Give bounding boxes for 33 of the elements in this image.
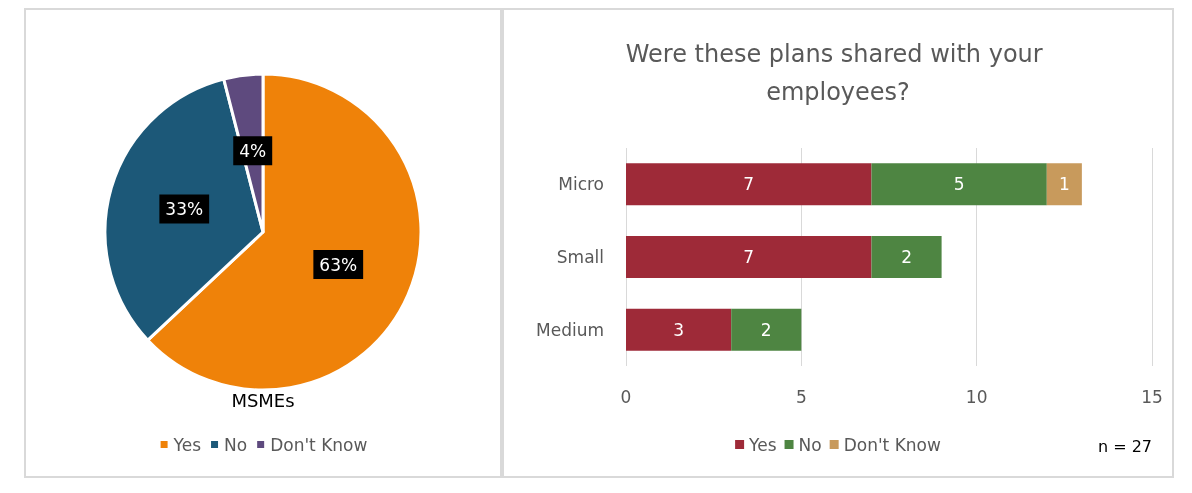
- data-label: 33%: [165, 199, 204, 220]
- bar: [871, 236, 942, 278]
- y-tick-label: Small: [556, 247, 604, 267]
- bar: [626, 308, 732, 351]
- data-label: 2: [901, 247, 912, 267]
- data-label: 4%: [239, 140, 267, 161]
- bar: [1046, 163, 1082, 206]
- x-tick-label: 15: [1141, 386, 1163, 407]
- data-label: 1: [1058, 174, 1070, 195]
- bar: [626, 163, 872, 206]
- data-label: 3: [673, 319, 685, 340]
- x-tick-label: 10: [965, 386, 988, 407]
- data-label: 63%: [319, 254, 358, 275]
- legend-label: Don't Know: [270, 434, 368, 455]
- legend-label: No: [224, 434, 248, 455]
- legend-label: Don't Know: [843, 434, 941, 455]
- legend-label: Yes: [172, 434, 202, 455]
- bar: [731, 308, 802, 351]
- x-tick-label: 5: [795, 386, 807, 407]
- text: MSMEs: [231, 389, 295, 411]
- y-tick-label: Micro: [558, 174, 604, 195]
- y-tick-label: Medium: [536, 319, 604, 340]
- data-label: 7: [743, 174, 755, 195]
- legend-label: No: [798, 434, 822, 455]
- chart-title: Were these plans shared with your employees?: [625, 40, 1051, 106]
- data-label: 7: [743, 247, 755, 267]
- legend-label: Yes: [748, 434, 777, 455]
- data-label: 5: [953, 174, 965, 195]
- bar: [626, 236, 872, 278]
- x-tick-label: 0: [620, 386, 632, 407]
- text: n = 27: [1097, 436, 1152, 456]
- data-label: 2: [760, 319, 772, 340]
- bar: [871, 163, 1047, 206]
